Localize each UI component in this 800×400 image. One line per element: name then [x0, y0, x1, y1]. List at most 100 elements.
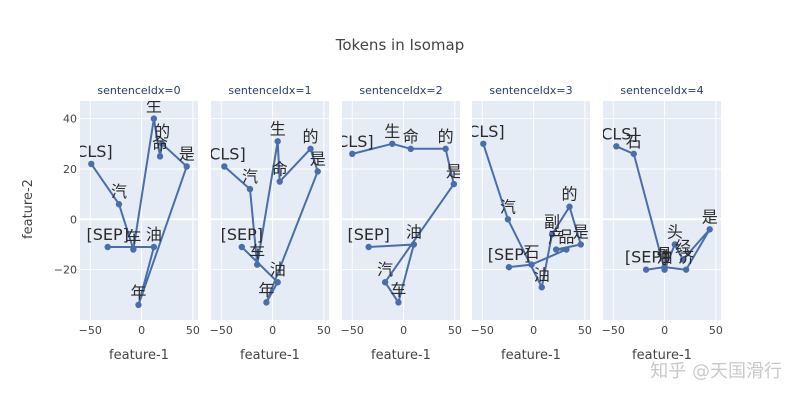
facet-panels: sentenceIdx=0 −50 0 50 feature-1 40 20 0 −20 [CLS…	[54, 84, 723, 363]
y-tick-label: 20	[63, 163, 77, 176]
x-tick-label: −50	[210, 324, 233, 337]
point-label: [CLS]	[331, 132, 374, 151]
point-label: [CLS]	[203, 144, 246, 163]
x-tick-label: 50	[448, 324, 462, 337]
point-label: 汽	[242, 167, 258, 186]
point-label: 油	[270, 260, 286, 279]
point-label: 车	[249, 243, 265, 262]
point-label: 是	[179, 144, 195, 163]
facet-title: sentenceIdx=0	[97, 84, 180, 97]
x-tick-label: 0	[661, 324, 668, 337]
point-label: 命	[403, 127, 419, 146]
x-axis-label: feature-1	[109, 348, 169, 363]
data-point	[480, 140, 487, 147]
data-point	[263, 299, 270, 306]
point-label: [SEP]	[347, 225, 389, 244]
x-tick-label: 50	[317, 324, 331, 337]
x-tick-label: 50	[186, 324, 200, 337]
data-point	[158, 140, 166, 147]
x-tick-label: −50	[79, 324, 102, 337]
watermark: 知乎 @天国滑行	[650, 361, 782, 382]
data-point	[246, 185, 254, 193]
point-label: 的	[561, 185, 577, 204]
point-label: 汽	[111, 182, 127, 201]
x-tick-label: 0	[400, 324, 407, 337]
series-line	[90, 117, 188, 306]
data-point	[115, 201, 123, 208]
data-point	[307, 145, 314, 153]
point-label: 命	[272, 160, 288, 179]
data-point	[349, 150, 356, 158]
data-point	[88, 160, 95, 168]
point-label: 济	[678, 248, 694, 267]
data-point	[130, 246, 137, 253]
x-tick-label: 50	[709, 324, 723, 337]
y-tick-label: 0	[70, 213, 77, 226]
data-point	[613, 143, 620, 150]
data-point	[274, 279, 281, 286]
point-label: 的	[438, 127, 454, 146]
point-label: 命	[152, 134, 168, 153]
point-label: 车	[125, 228, 141, 247]
point-label: 的	[154, 122, 170, 141]
data-point	[238, 243, 245, 251]
data-point	[381, 279, 389, 286]
data-point	[276, 178, 283, 185]
point-label: 年	[258, 280, 274, 299]
data-point	[566, 203, 573, 210]
point-label: 年	[130, 283, 146, 302]
data-point	[253, 261, 261, 268]
series-line	[223, 140, 319, 304]
point-label: 油	[146, 225, 162, 244]
data-point	[104, 243, 111, 251]
data-point	[135, 301, 142, 309]
x-tick-label: 0	[530, 324, 537, 337]
facet-title: sentenceIdx=4	[620, 84, 703, 97]
point-label: 骨	[657, 245, 673, 264]
point-label: [SEP]	[221, 225, 263, 244]
plot-background	[342, 101, 460, 320]
data-point	[365, 243, 372, 251]
point-label: 产	[548, 228, 564, 247]
data-point	[661, 263, 668, 271]
x-axis-label: feature-1	[240, 348, 300, 363]
point-label: [SEP]	[488, 245, 530, 264]
plot-background	[211, 101, 329, 320]
data-point	[505, 263, 513, 271]
data-point	[156, 153, 164, 160]
facet-panel-1: sentenceIdx=1 −50 0 50 feature-1 [CLS] 汽车 生命的是年…	[203, 84, 331, 363]
data-point	[389, 140, 396, 147]
y-tick-label: 40	[63, 113, 77, 126]
data-point	[504, 216, 512, 223]
point-label: 生	[384, 122, 400, 141]
point-label: 头	[667, 222, 683, 241]
point-label: 是	[310, 149, 326, 168]
x-tick-label: −50	[341, 324, 364, 337]
data-point	[314, 168, 321, 175]
point-label: 汽	[377, 260, 393, 279]
data-point	[682, 266, 690, 273]
data-point	[706, 226, 713, 233]
data-point	[642, 266, 650, 273]
data-point	[410, 241, 418, 248]
data-point	[538, 284, 545, 291]
plot-background	[603, 101, 721, 320]
point-label: 副	[544, 212, 560, 231]
data-point	[442, 145, 449, 153]
point-label: 油	[657, 248, 673, 267]
point-label: 品	[558, 228, 574, 247]
point-label: 汽	[500, 197, 516, 216]
y-tick-label: −20	[54, 264, 77, 277]
facet-title: sentenceIdx=2	[359, 84, 442, 97]
point-label: 是	[702, 207, 718, 226]
x-axis-label: feature-1	[371, 348, 431, 363]
x-tick-label: 0	[269, 324, 276, 337]
y-axis-label: feature-2	[21, 179, 36, 239]
point-label: 的	[303, 127, 319, 146]
x-axis-label: feature-1	[632, 348, 692, 363]
data-point	[679, 256, 687, 263]
point-label: 是	[573, 222, 589, 241]
